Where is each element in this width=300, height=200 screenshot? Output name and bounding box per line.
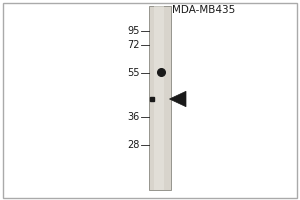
Text: MDA-MB435: MDA-MB435	[172, 5, 236, 15]
Polygon shape	[169, 91, 186, 107]
Text: 72: 72	[127, 40, 140, 50]
Text: 28: 28	[127, 140, 140, 150]
Bar	[148, 6, 171, 190]
Text: 95: 95	[127, 26, 140, 36]
Bar	[154, 6, 164, 190]
Text: 36: 36	[127, 112, 140, 122]
Text: 55: 55	[127, 68, 140, 78]
